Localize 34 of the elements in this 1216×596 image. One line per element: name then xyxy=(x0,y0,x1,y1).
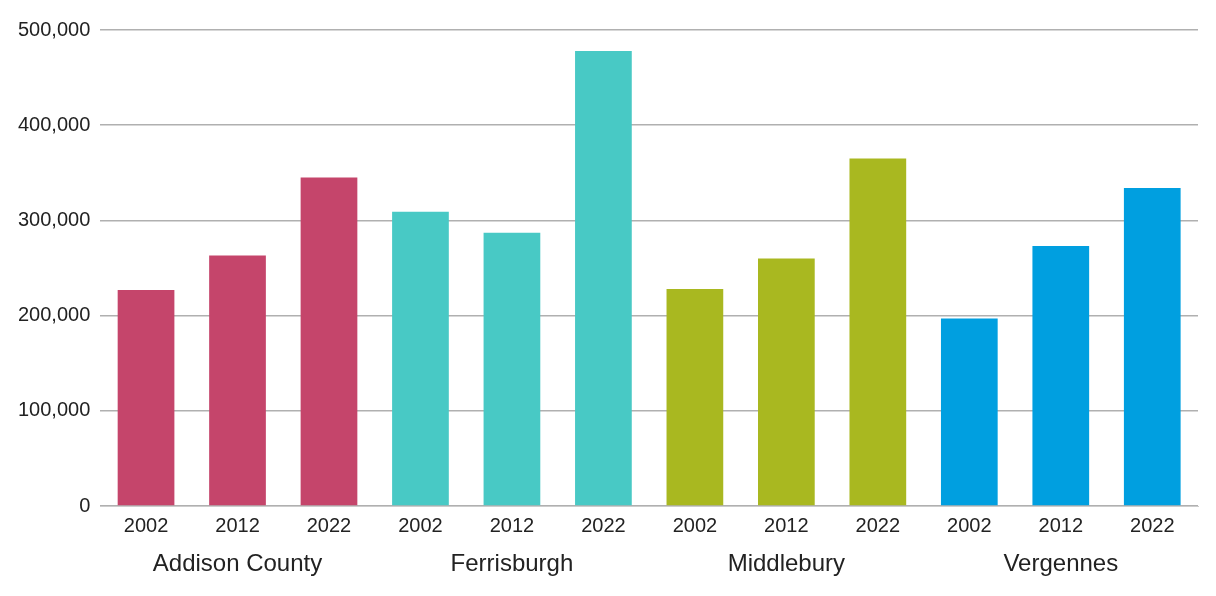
x-tick-label: 2002 xyxy=(947,513,992,536)
y-tick-label: 400,000 xyxy=(18,112,91,135)
bar xyxy=(666,288,724,506)
y-tick-label: 500,000 xyxy=(18,17,91,40)
bar xyxy=(940,318,998,506)
bar xyxy=(1123,188,1181,506)
series-label: Vergennes xyxy=(1003,548,1119,576)
bar xyxy=(575,50,632,506)
bar xyxy=(483,232,541,506)
bar xyxy=(849,158,907,506)
x-tick-label: 2022 xyxy=(1130,513,1175,536)
x-tick-label: 2012 xyxy=(489,513,535,536)
x-tick-label: 2012 xyxy=(764,513,809,536)
x-tick-label: 2002 xyxy=(398,513,443,536)
x-tick-label: 2012 xyxy=(1038,513,1084,536)
bar xyxy=(392,211,449,506)
series-label: Middlebury xyxy=(727,548,846,576)
x-tick-label: 2022 xyxy=(306,513,352,536)
bar xyxy=(117,289,175,506)
bar xyxy=(1032,246,1090,506)
x-tick-label: 2012 xyxy=(215,513,260,536)
series-label: Ferrisburgh xyxy=(450,548,574,576)
y-tick-label: 100,000 xyxy=(18,398,91,421)
bar xyxy=(300,177,358,506)
bar xyxy=(758,258,815,506)
y-tick-label: 300,000 xyxy=(18,207,91,230)
x-tick-label: 2022 xyxy=(855,513,901,536)
x-tick-label: 2002 xyxy=(123,513,169,536)
y-tick-label: 0 xyxy=(79,493,91,516)
x-tick-label: 2022 xyxy=(581,513,626,536)
x-tick-label: 2002 xyxy=(672,513,718,536)
series-label: Addison County xyxy=(152,548,323,576)
bar xyxy=(209,255,266,506)
y-tick-label: 200,000 xyxy=(18,303,91,326)
